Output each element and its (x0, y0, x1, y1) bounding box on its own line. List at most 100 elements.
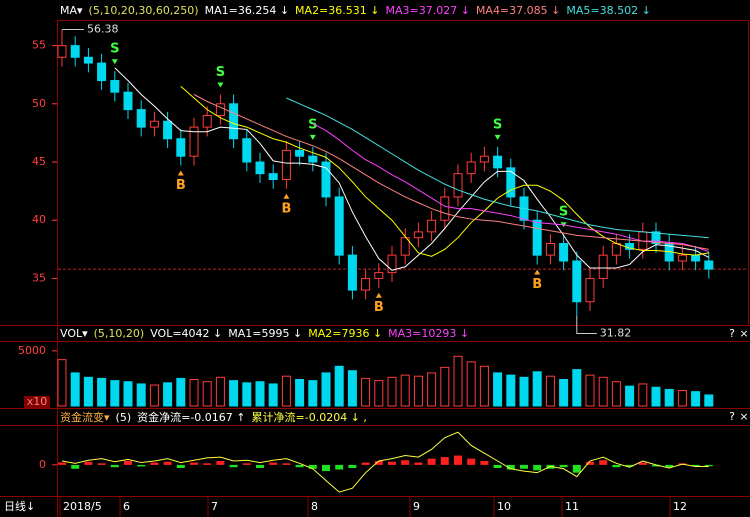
volume-bar (374, 380, 384, 407)
volume-bar (295, 379, 305, 407)
fund-bar (493, 464, 502, 468)
volume-bar (559, 379, 569, 407)
fund-bar (322, 464, 330, 472)
close-button: × (739, 327, 748, 340)
vol-label: (5,10,20) (93, 327, 145, 340)
candle-body (295, 149, 305, 157)
volume-bar (281, 375, 291, 407)
candle-body (400, 237, 410, 256)
ma-line (286, 97, 709, 239)
y-tick-label: 55 (32, 39, 46, 52)
volume-bar (83, 376, 93, 407)
candle-body (57, 45, 67, 58)
params: (5,10,20,30,60,250) (88, 4, 199, 17)
vol-label: VOL▾ (60, 327, 88, 340)
volume-bar (545, 375, 555, 407)
volume-bar (229, 380, 239, 407)
month-label: 10 (497, 500, 511, 513)
candle-body (149, 120, 159, 128)
month-label: 11 (565, 500, 579, 513)
fund-bar (269, 462, 278, 465)
volume-bar (215, 376, 225, 407)
volume-bar (347, 370, 357, 407)
fund-bar (506, 464, 515, 470)
candle-body (479, 155, 489, 163)
candle-body (545, 243, 555, 256)
volume-bar (572, 369, 582, 407)
fund-bar (665, 464, 674, 468)
volume-bar (638, 383, 648, 407)
help-button: ? (729, 410, 735, 423)
fund-bar (361, 462, 370, 465)
candle-body (361, 277, 371, 291)
volume-bar (176, 377, 186, 407)
candle-body (268, 173, 278, 180)
fund-bar (440, 457, 449, 465)
volume-bar (189, 379, 199, 407)
vol-header: VOL▾ (5,10,20) VOL=4042 ↓ MA1=5995 ↓ MA2=793… (60, 326, 475, 342)
volume-bar (440, 366, 450, 407)
volume-bar (57, 359, 67, 407)
candle-body (334, 196, 344, 256)
volume-bar (651, 386, 661, 407)
vol-label: MA2=7936 ↓ (308, 327, 383, 340)
fund-bar (586, 461, 594, 465)
volume-bar (123, 381, 133, 407)
signal-arrow (534, 269, 541, 275)
legend-entry: MA5=38.502 ↓ (566, 4, 651, 17)
high-label: 56.38 (87, 23, 119, 36)
volume-bar (427, 372, 437, 407)
candle-body (229, 103, 239, 140)
sell-signal: S (308, 117, 317, 132)
vol-label: MA1=5995 ↓ (228, 327, 303, 340)
candle-body (189, 126, 199, 157)
candle-body (532, 219, 542, 256)
month-label: 9 (413, 500, 420, 513)
volume-bar (361, 377, 371, 407)
candle-body (215, 103, 225, 116)
help-button: ? (729, 327, 735, 340)
month-label: 12 (673, 500, 687, 513)
fund-bar (308, 464, 317, 469)
sell-signal: S (110, 42, 119, 57)
y-tick-label: 0 (39, 458, 46, 471)
fund-bar (520, 464, 528, 469)
fund-bar (256, 464, 264, 468)
volume-bar (611, 381, 621, 407)
fund-label: (5) (115, 411, 132, 424)
volume-bar (493, 372, 503, 407)
y-tick-label: 5000 (18, 344, 46, 357)
sell-signal: S (559, 205, 568, 220)
candle-body (651, 231, 661, 245)
candle-body (704, 260, 714, 270)
fund-bar (454, 455, 462, 465)
ma-line (180, 85, 709, 257)
fund-bar (137, 464, 146, 467)
volume-bar (704, 394, 714, 407)
fund-header: 资金流变▾ (5) 资金净流=-0.0167 ↑ 累计净流=-0.0204 ↓ , (60, 410, 373, 426)
y-tick-label: 35 (32, 271, 46, 284)
fund-bar (97, 463, 106, 465)
fund-bar (58, 462, 66, 465)
signal-arrow (283, 193, 290, 199)
volume-bar (149, 384, 159, 407)
volume-bar (664, 388, 674, 407)
fund-bar (467, 458, 476, 465)
candle-body (506, 167, 516, 198)
fund-bar (401, 460, 410, 465)
volume-bar (400, 374, 410, 407)
volume-bar (97, 377, 107, 407)
fund-label: 资金净流=-0.0167 ↑ (137, 411, 246, 424)
fund-bar (203, 463, 212, 465)
unit-box (24, 396, 50, 408)
fund-label: 累计净流=-0.0204 ↓ , (251, 411, 367, 424)
candle-body (374, 272, 384, 279)
volume-bar (255, 381, 265, 407)
volume-bar (519, 376, 529, 407)
volume-bar (308, 380, 318, 407)
fund-label: 资金流变▾ (60, 411, 110, 424)
fund-bar (110, 464, 119, 468)
fund-bar (480, 461, 489, 465)
candle-body (611, 243, 621, 256)
legend-entry: MA3=37.027 ↓ (385, 4, 470, 17)
